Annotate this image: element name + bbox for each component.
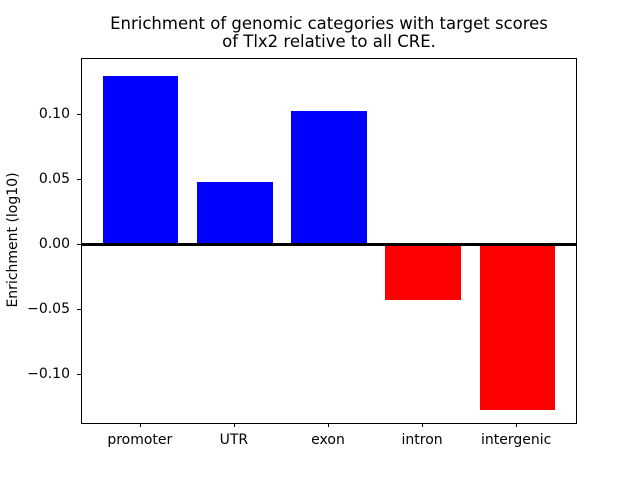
chart-title: Enrichment of genomic categories with ta…	[110, 14, 548, 51]
bar-intergenic	[479, 244, 555, 410]
y-tick-label: −0.05	[27, 300, 70, 317]
bar-UTR	[197, 182, 273, 245]
x-tick-label-intron: intron	[401, 432, 443, 448]
y-tick-mark	[77, 373, 81, 375]
x-tick-label-promoter: promoter	[107, 432, 173, 448]
x-tick-mark	[328, 423, 329, 427]
y-tick-label: −0.10	[27, 365, 70, 382]
y-tick-mark	[77, 178, 81, 180]
x-tick-label-exon: exon	[311, 432, 345, 448]
zero-baseline	[82, 243, 576, 246]
bar-intron	[385, 244, 461, 301]
x-tick-mark	[516, 423, 518, 427]
y-tick-label: 0.00	[38, 235, 70, 252]
y-tick-label: 0.10	[38, 105, 70, 122]
x-tick-mark	[139, 423, 141, 427]
x-tick-mark	[233, 423, 235, 427]
y-tick-label: 0.05	[38, 170, 70, 187]
x-tick-label-UTR: UTR	[219, 432, 249, 448]
bar-promoter	[103, 75, 179, 245]
x-tick-label-intergenic: intergenic	[481, 432, 552, 448]
y-tick-mark	[77, 113, 81, 115]
y-tick-mark	[77, 308, 81, 310]
x-tick-mark	[422, 423, 424, 427]
y-tick-mark	[77, 243, 81, 245]
bar-exon	[291, 110, 367, 245]
plot-area	[81, 58, 577, 424]
